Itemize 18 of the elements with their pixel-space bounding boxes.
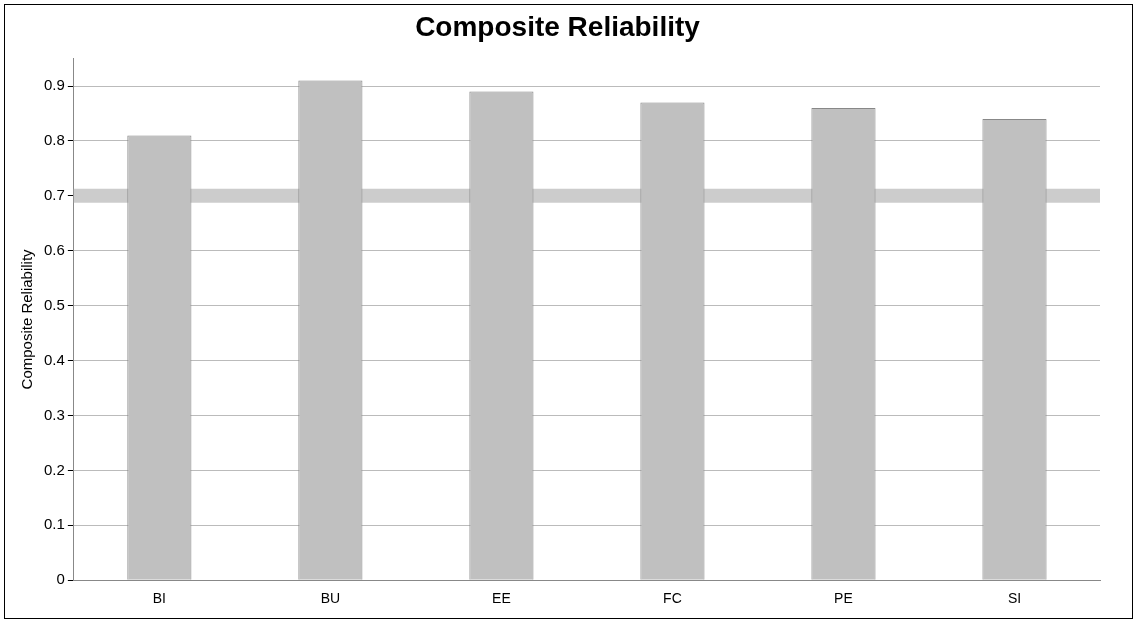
x-tick-label: EE (492, 590, 511, 607)
x-tick-label: FC (663, 590, 682, 607)
x-tick-label: SI (1007, 590, 1022, 607)
y-tick-label: 0.6 (43, 240, 65, 258)
chart-title: Composite Reliability (415, 10, 701, 42)
x-tick-label: PE (834, 590, 853, 607)
y-axis-title: Composite Reliability (18, 248, 36, 390)
y-tick-label: 0 (56, 570, 65, 588)
y-tick-label: 0.5 (43, 295, 65, 313)
y-tick-label: 0.8 (43, 131, 65, 149)
y-tick-label: 0.7 (43, 186, 65, 203)
y-tick-label: 0.9 (43, 76, 65, 94)
x-tick-label: BI (152, 590, 166, 607)
y-tick-label: 0.2 (43, 460, 65, 478)
y-tick-label: 0.1 (43, 515, 65, 533)
y-tick-label: 0.3 (43, 405, 65, 423)
x-tick-label: BU (320, 590, 341, 607)
y-tick-label: 0.4 (43, 350, 65, 368)
